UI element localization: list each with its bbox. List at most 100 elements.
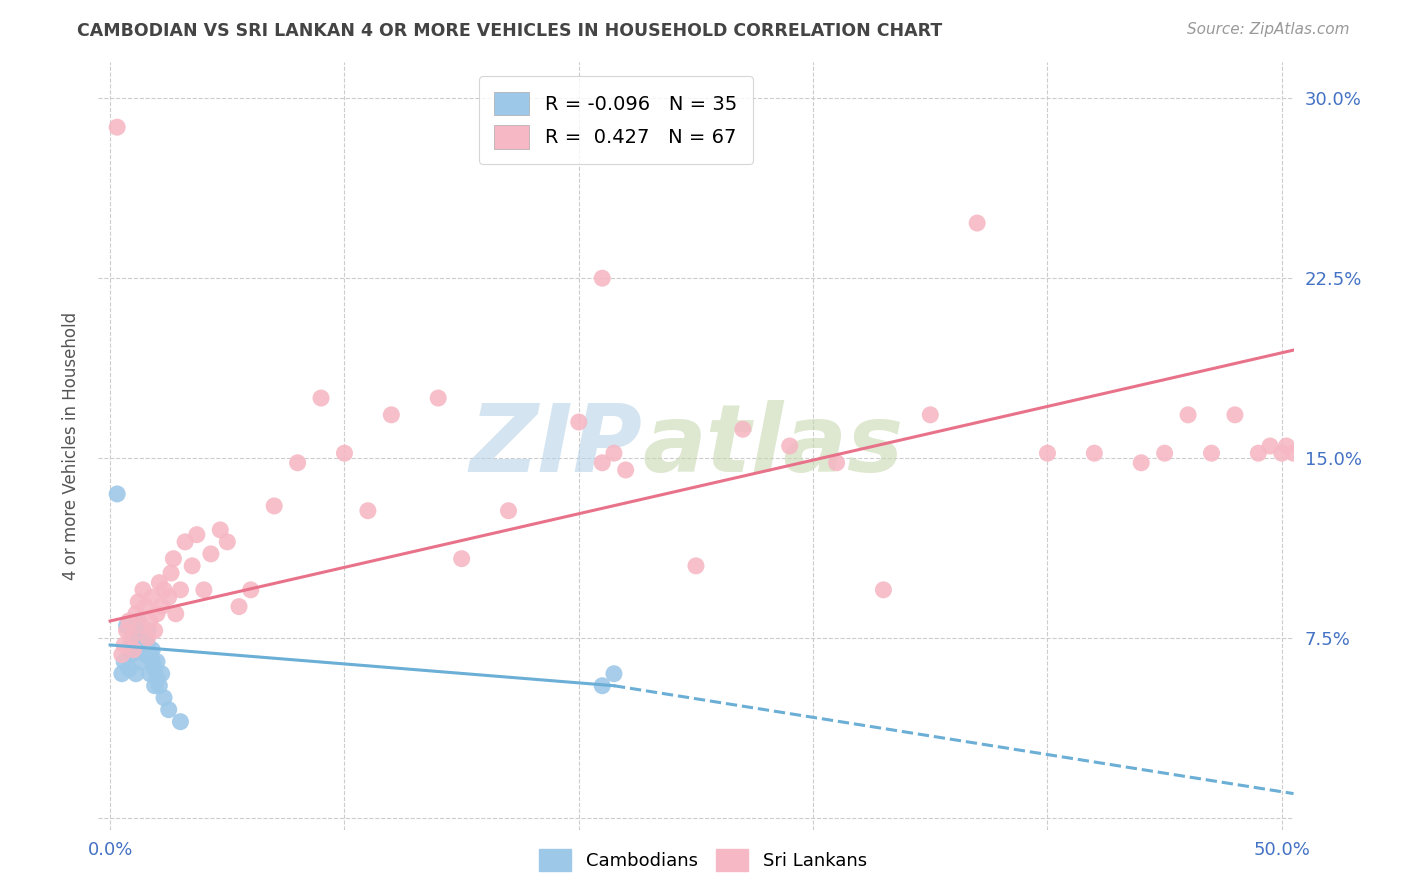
Point <box>779 439 801 453</box>
Point <box>450 551 472 566</box>
Point <box>263 499 285 513</box>
Point <box>239 582 262 597</box>
Point <box>111 666 134 681</box>
Point <box>148 679 170 693</box>
Point <box>127 614 149 628</box>
Point <box>146 607 169 621</box>
Point <box>603 666 626 681</box>
Point <box>141 590 163 604</box>
Point <box>120 638 142 652</box>
Point <box>228 599 250 614</box>
Point <box>146 672 169 686</box>
Point <box>498 504 520 518</box>
Point <box>685 558 707 573</box>
Point <box>127 595 149 609</box>
Legend: R = -0.096   N = 35, R =  0.427   N = 67: R = -0.096 N = 35, R = 0.427 N = 67 <box>478 76 752 164</box>
Point <box>115 624 138 638</box>
Point <box>146 655 169 669</box>
Point <box>966 216 988 230</box>
Point <box>193 582 215 597</box>
Point <box>1271 446 1294 460</box>
Point <box>174 534 197 549</box>
Point <box>150 666 173 681</box>
Point <box>105 120 128 135</box>
Point <box>1153 446 1175 460</box>
Point <box>136 638 159 652</box>
Point <box>1083 446 1105 460</box>
Point <box>115 619 138 633</box>
Point <box>127 624 149 638</box>
Point <box>122 642 145 657</box>
Y-axis label: 4 or more Vehicles in Household: 4 or more Vehicles in Household <box>62 312 80 580</box>
Point <box>141 642 163 657</box>
Point <box>169 714 191 729</box>
Point <box>118 662 141 676</box>
Point <box>129 638 152 652</box>
Legend: Cambodians, Sri Lankans: Cambodians, Sri Lankans <box>531 842 875 879</box>
Point <box>118 614 141 628</box>
Point <box>153 582 176 597</box>
Point <box>120 648 142 662</box>
Point <box>1223 408 1246 422</box>
Point <box>120 631 142 645</box>
Point <box>591 456 613 470</box>
Point <box>217 534 239 549</box>
Point <box>136 624 159 638</box>
Point <box>111 648 134 662</box>
Point <box>1275 439 1298 453</box>
Point <box>153 690 176 705</box>
Point <box>200 547 222 561</box>
Point <box>357 504 380 518</box>
Point <box>1036 446 1059 460</box>
Text: Source: ZipAtlas.com: Source: ZipAtlas.com <box>1187 22 1350 37</box>
Point <box>568 415 591 429</box>
Point <box>122 631 145 645</box>
Point <box>186 527 208 541</box>
Point <box>287 456 309 470</box>
Point <box>1177 408 1199 422</box>
Point <box>112 638 135 652</box>
Point <box>160 566 183 580</box>
Text: CAMBODIAN VS SRI LANKAN 4 OR MORE VEHICLES IN HOUSEHOLD CORRELATION CHART: CAMBODIAN VS SRI LANKAN 4 OR MORE VEHICL… <box>77 22 942 40</box>
Point <box>134 599 156 614</box>
Point <box>148 575 170 590</box>
Point <box>825 456 848 470</box>
Point <box>150 599 173 614</box>
Point <box>181 558 204 573</box>
Point <box>134 633 156 648</box>
Point <box>591 271 613 285</box>
Point <box>309 391 332 405</box>
Point <box>143 679 166 693</box>
Point <box>132 642 155 657</box>
Point <box>1201 446 1223 460</box>
Point <box>209 523 232 537</box>
Point <box>125 607 148 621</box>
Point <box>132 582 155 597</box>
Point <box>125 666 148 681</box>
Point <box>139 666 162 681</box>
Point <box>162 551 184 566</box>
Point <box>427 391 450 405</box>
Point <box>136 631 159 645</box>
Point <box>731 422 754 436</box>
Point <box>139 614 162 628</box>
Point <box>105 487 128 501</box>
Point <box>112 655 135 669</box>
Point <box>139 648 162 662</box>
Point <box>157 590 180 604</box>
Point <box>1247 446 1270 460</box>
Point <box>614 463 637 477</box>
Point <box>141 655 163 669</box>
Point <box>169 582 191 597</box>
Point <box>1282 446 1305 460</box>
Point <box>920 408 942 422</box>
Point <box>333 446 356 460</box>
Point <box>591 679 613 693</box>
Point <box>143 662 166 676</box>
Text: ZIP: ZIP <box>470 400 643 492</box>
Point <box>872 582 894 597</box>
Point <box>1258 439 1281 453</box>
Point <box>132 631 155 645</box>
Point <box>129 619 152 633</box>
Point <box>157 703 180 717</box>
